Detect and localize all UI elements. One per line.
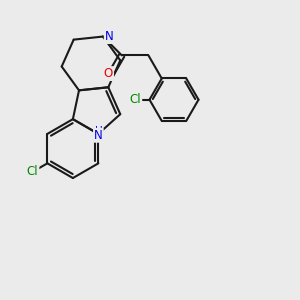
Text: O: O [104,67,113,80]
Text: N: N [105,30,113,43]
Text: H: H [94,125,102,136]
Text: Cl: Cl [27,164,38,178]
Text: Cl: Cl [130,93,141,106]
Text: N: N [94,129,103,142]
